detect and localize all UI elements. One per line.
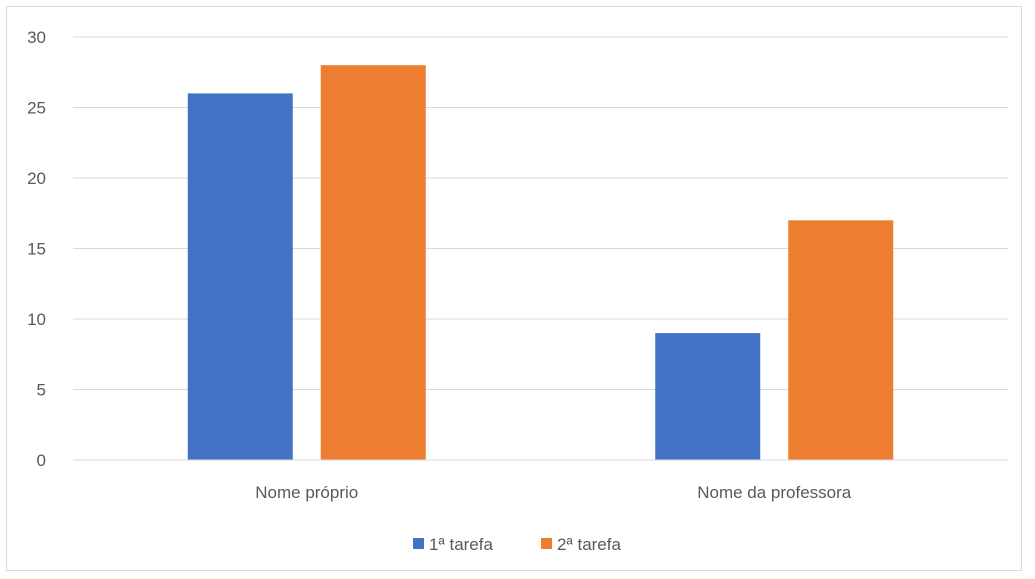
x-axis-categories: Nome próprio Nome da professora: [255, 483, 852, 502]
y-tick-label: 10: [27, 310, 46, 329]
legend-label-2: 2ª tarefa: [557, 535, 621, 554]
y-tick-label: 20: [27, 169, 46, 188]
legend-swatch-1: [413, 538, 424, 549]
legend: 1ª tarefa 2ª tarefa: [413, 535, 621, 554]
legend-swatch-2: [541, 538, 552, 549]
y-axis-ticks: 0 5 10 15 20 25 30: [27, 28, 46, 470]
legend-label-1: 1ª tarefa: [429, 535, 493, 554]
y-tick-label: 25: [27, 99, 46, 118]
bar-1-1: [187, 93, 293, 461]
bar-2-1: [320, 65, 426, 460]
y-tick-label: 5: [37, 381, 46, 400]
y-tick-label: 0: [37, 451, 46, 470]
bar-2-2: [788, 220, 894, 460]
bar-1-2: [655, 333, 761, 460]
y-tick-label: 15: [27, 240, 46, 259]
x-category-label: Nome próprio: [255, 483, 358, 502]
x-category-label: Nome da professora: [697, 483, 852, 502]
bars: [187, 65, 894, 461]
y-tick-label: 30: [27, 28, 46, 47]
